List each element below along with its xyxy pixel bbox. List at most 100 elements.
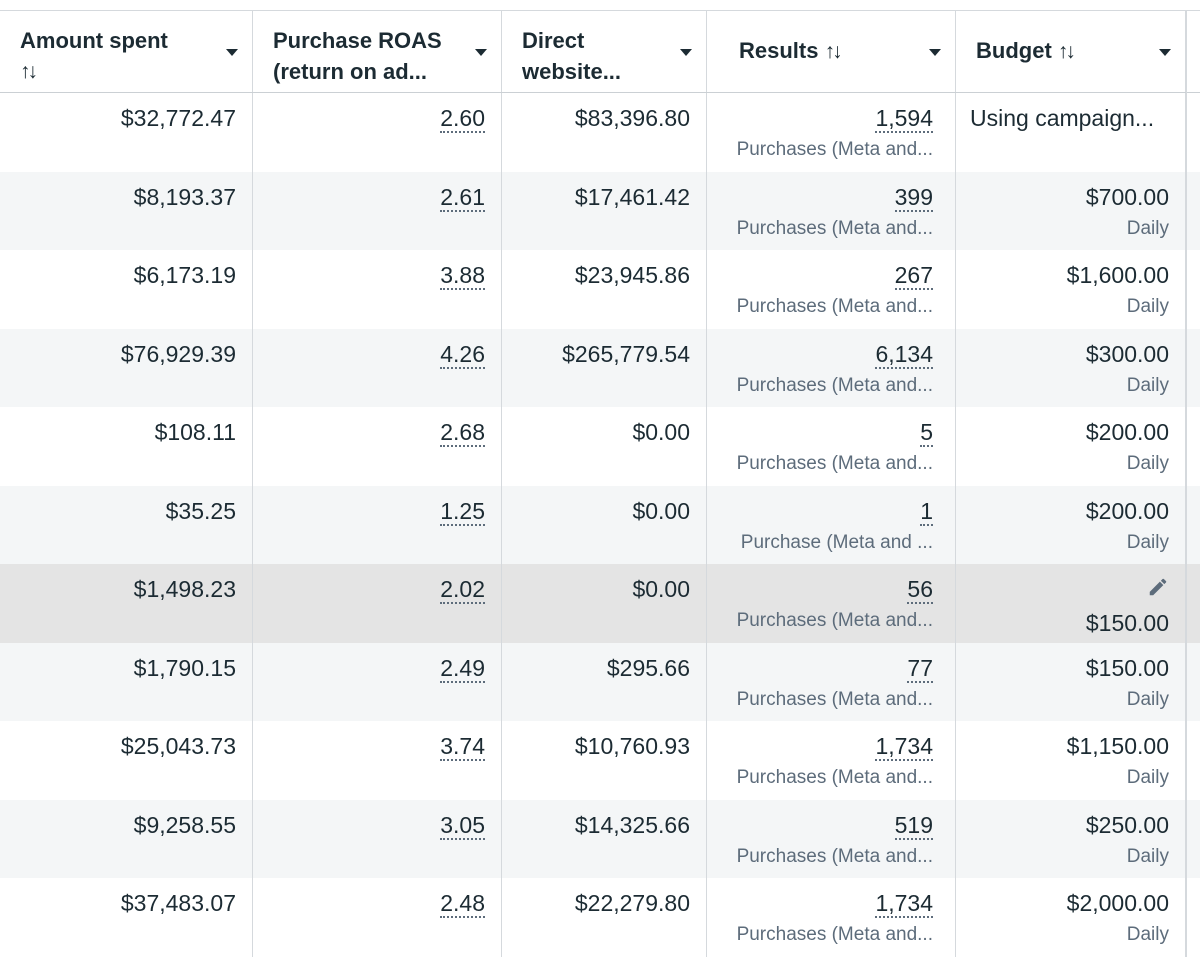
cell-direct-website: $22,279.80 [502, 878, 707, 957]
results-type-label: Purchases (Meta and... [736, 374, 933, 396]
sort-arrows-icon[interactable]: ↑↓ [20, 60, 38, 83]
roas-value[interactable]: 3.05 [440, 811, 485, 840]
cell-purchase-roas: 2.49 [253, 642, 502, 721]
cell-results: 5 Purchases (Meta and... [707, 407, 956, 486]
budget-value[interactable]: $300.00 [1085, 340, 1169, 367]
cell-direct-website: $295.66 [502, 642, 707, 721]
table-row[interactable]: $9,258.55 3.05 $14,325.66 519 Purchases (Met… [0, 799, 1200, 878]
caret-down-icon[interactable] [680, 49, 692, 56]
budget-value[interactable]: $200.00 [1085, 497, 1169, 524]
pencil-icon[interactable] [1147, 576, 1169, 598]
cell-purchase-roas: 2.61 [253, 171, 502, 250]
cell-amount-spent: $8,193.37 [0, 171, 253, 250]
roas-value[interactable]: 2.68 [440, 419, 485, 447]
roas-value[interactable]: 3.74 [440, 733, 485, 761]
column-header-direct-website[interactable]: Direct website... [502, 11, 707, 92]
caret-down-icon[interactable] [929, 49, 941, 56]
results-value[interactable]: 1,594 [875, 105, 933, 133]
cell-direct-website: $10,760.93 [502, 721, 707, 800]
caret-down-icon[interactable] [226, 49, 238, 56]
budget-period-label: Daily [1126, 453, 1169, 474]
results-value[interactable]: 1 [920, 497, 933, 526]
budget-value[interactable]: $150.00 [1085, 654, 1169, 681]
amount-spent-value: $6,173.19 [133, 262, 236, 288]
direct-website-value: $14,325.66 [574, 811, 690, 838]
results-value[interactable]: 1,734 [875, 890, 933, 918]
results-type-label: Purchases (Meta and... [736, 217, 933, 239]
results-value[interactable]: 399 [894, 183, 933, 212]
roas-value[interactable]: 3.88 [440, 262, 485, 290]
sort-arrows-icon[interactable]: ↑↓ [1057, 40, 1076, 63]
caret-down-icon[interactable] [1159, 49, 1171, 56]
budget-period-label: Daily [1126, 217, 1169, 239]
budget-value[interactable]: $700.00 [1085, 183, 1169, 210]
direct-website-value: $295.66 [606, 654, 690, 681]
roas-value[interactable]: 2.49 [440, 654, 485, 683]
table-row[interactable]: $8,193.37 2.61 $17,461.42 399 Purchases (Met… [0, 171, 1200, 250]
column-header-results[interactable]: Results ↑↓ [707, 11, 956, 92]
roas-value[interactable]: 1.25 [440, 497, 485, 526]
cell-results: 1,594 Purchases (Meta and... [707, 93, 956, 172]
table-row[interactable]: $35.25 1.25 $0.00 1 Purchase (Meta and ... $2… [0, 485, 1200, 564]
budget-value[interactable]: $1,150.00 [1066, 733, 1169, 759]
roas-value[interactable]: 4.26 [440, 340, 485, 369]
cell-budget: $150.00 [956, 564, 1186, 643]
cell-results: 77 Purchases (Meta and... [707, 642, 956, 721]
results-value[interactable]: 519 [894, 811, 933, 840]
caret-down-icon[interactable] [475, 49, 487, 56]
roas-value[interactable]: 2.60 [440, 105, 485, 133]
cell-results: 1,734 Purchases (Meta and... [707, 721, 956, 800]
table-row[interactable]: $25,043.73 3.74 $10,760.93 1,734 Purchases (… [0, 721, 1200, 800]
cell-budget: $200.00 Daily [956, 407, 1186, 486]
results-type-label: Purchases (Meta and... [736, 296, 933, 317]
column-header-budget[interactable]: Budget ↑↓ [956, 11, 1186, 92]
budget-period-label: Daily [1126, 767, 1169, 788]
column-header-purchase-roas[interactable]: Purchase ROAS (return on ad... [253, 11, 502, 92]
direct-website-value: $0.00 [632, 497, 690, 524]
amount-spent-value: $1,790.15 [133, 654, 236, 681]
budget-period-label: Daily [1126, 688, 1169, 710]
roas-value[interactable]: 2.48 [440, 890, 485, 918]
budget-value[interactable]: $200.00 [1085, 419, 1169, 445]
cell-budget: $250.00 Daily [956, 799, 1186, 878]
cell-results: 6,134 Purchases (Meta and... [707, 328, 956, 407]
table-row[interactable]: $108.11 2.68 $0.00 5 Purchases (Meta and... $… [0, 407, 1200, 486]
results-type-label: Purchases (Meta and... [736, 453, 933, 474]
table-row[interactable]: $1,790.15 2.49 $295.66 77 Purchases (Meta an… [0, 642, 1200, 721]
table-right-border [1186, 11, 1187, 957]
cell-amount-spent: $32,772.47 [0, 93, 253, 172]
cell-purchase-roas: 2.60 [253, 93, 502, 172]
direct-website-value: $23,945.86 [574, 262, 690, 288]
results-value[interactable]: 267 [894, 262, 933, 290]
cell-direct-website: $0.00 [502, 407, 707, 486]
results-value[interactable]: 77 [907, 654, 933, 683]
roas-value[interactable]: 2.02 [440, 576, 485, 604]
amount-spent-value: $32,772.47 [120, 105, 236, 131]
roas-value[interactable]: 2.61 [440, 183, 485, 212]
column-header-label-line2: (return on ad... [273, 59, 427, 84]
column-header-label: Budget [976, 38, 1052, 63]
table-row[interactable]: $76,929.39 4.26 $265,779.54 6,134 Purchases … [0, 328, 1200, 407]
cell-budget: $200.00 Daily [956, 485, 1186, 564]
results-value[interactable]: 1,734 [875, 733, 933, 761]
table-row[interactable]: $37,483.07 2.48 $22,279.80 1,734 Purchases (… [0, 878, 1200, 957]
budget-value[interactable]: $250.00 [1085, 811, 1169, 838]
budget-period-label: Daily [1126, 924, 1169, 945]
budget-value[interactable]: $2,000.00 [1066, 890, 1169, 916]
table-row[interactable]: $1,498.23 2.02 $0.00 56 Purchases (Meta and.… [0, 564, 1200, 643]
cell-direct-website: $0.00 [502, 485, 707, 564]
cell-purchase-roas: 4.26 [253, 328, 502, 407]
cell-amount-spent: $108.11 [0, 407, 253, 486]
sort-arrows-icon[interactable]: ↑↓ [824, 40, 843, 63]
budget-value[interactable]: $150.00 [1085, 610, 1169, 636]
table-row[interactable]: $32,772.47 2.60 $83,396.80 1,594 Purchases (… [0, 93, 1200, 172]
results-value[interactable]: 56 [907, 576, 933, 604]
cell-results: 399 Purchases (Meta and... [707, 171, 956, 250]
column-header-amount-spent[interactable]: Amount spent ↑↓ [0, 11, 253, 92]
cell-purchase-roas: 2.02 [253, 564, 502, 643]
table-row[interactable]: $6,173.19 3.88 $23,945.86 267 Purchases (Met… [0, 250, 1200, 329]
results-value[interactable]: 5 [920, 419, 933, 447]
results-value[interactable]: 6,134 [875, 340, 933, 369]
budget-value[interactable]: $1,600.00 [1066, 262, 1169, 288]
cell-direct-website: $14,325.66 [502, 799, 707, 878]
